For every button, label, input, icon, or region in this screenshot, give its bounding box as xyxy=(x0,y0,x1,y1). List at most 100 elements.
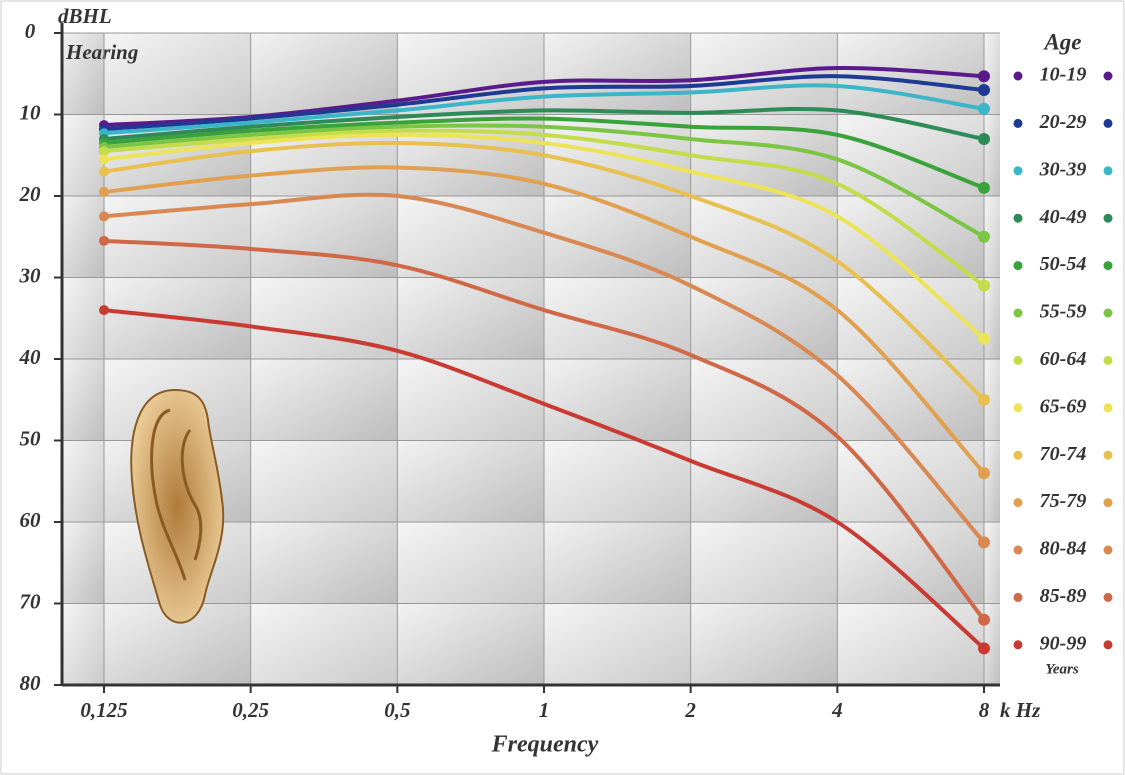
plot-background xyxy=(62,33,1000,685)
legend-dot xyxy=(1013,261,1023,271)
legend-dot xyxy=(1013,640,1023,650)
x-tick-label: 2 xyxy=(684,698,696,722)
endpoint xyxy=(978,467,990,480)
y-axis-sublabel: Hearing xyxy=(65,40,138,64)
series-line xyxy=(102,192,986,545)
endpoint xyxy=(978,70,990,83)
y-axis-label: dBHL xyxy=(58,4,112,28)
grid-tile xyxy=(62,522,104,604)
legend-dot xyxy=(1103,498,1113,508)
legend-dot xyxy=(1013,308,1023,318)
x-axis-label: Frequency xyxy=(491,732,599,758)
endpoint xyxy=(99,154,109,165)
y-tick-label: 10 xyxy=(20,100,42,124)
grid-tile xyxy=(984,440,1000,522)
endpoint xyxy=(978,332,990,345)
legend-label: 20-29 xyxy=(1039,111,1087,133)
legend-dot xyxy=(1103,118,1113,128)
series-line xyxy=(102,165,986,476)
legend-label: 30-39 xyxy=(1039,158,1087,180)
legend-label: 10-19 xyxy=(1040,64,1087,86)
endpoint xyxy=(99,305,109,316)
legend-dot xyxy=(1013,166,1023,176)
endpoint xyxy=(978,181,990,194)
series-line xyxy=(102,83,986,136)
legend-label: 85-89 xyxy=(1040,585,1087,607)
grid-tile xyxy=(544,196,691,278)
endpoint xyxy=(978,84,990,97)
grid-tile xyxy=(62,440,104,522)
endpoint xyxy=(99,211,109,222)
grid-tile xyxy=(250,603,398,685)
legend-label: 70-74 xyxy=(1040,443,1087,465)
y-tick-label: 0 xyxy=(25,19,36,43)
grid-tile xyxy=(62,33,104,115)
x-tick-label: 1 xyxy=(539,698,550,722)
legend-dot xyxy=(1013,450,1023,460)
legend-title: Age xyxy=(1042,29,1081,54)
grid-tile xyxy=(62,359,104,441)
grid-tile xyxy=(62,277,104,359)
grid-tile xyxy=(837,359,984,441)
legend-label: 55-59 xyxy=(1040,301,1087,323)
grid-tile xyxy=(62,114,104,196)
grid-tile xyxy=(837,114,984,196)
grid-tile xyxy=(397,603,544,685)
legend-label: 75-79 xyxy=(1040,490,1087,512)
endpoint xyxy=(978,536,990,549)
series-line xyxy=(102,128,986,288)
legend-dot xyxy=(1013,118,1023,128)
grid-tile xyxy=(690,196,838,278)
legend-dot xyxy=(1013,592,1023,602)
grid-tile xyxy=(984,359,1000,441)
grid-tile xyxy=(544,33,691,115)
legend-dot xyxy=(1103,166,1113,176)
legend-dot xyxy=(1103,213,1113,223)
endpoint xyxy=(99,235,109,246)
series-line xyxy=(102,74,986,132)
grid-tile xyxy=(397,522,544,604)
y-tick-label: 40 xyxy=(19,345,42,369)
endpoint xyxy=(978,230,990,243)
series-line xyxy=(102,238,986,622)
grid-tile xyxy=(984,522,1000,604)
legend-dot xyxy=(1013,71,1023,81)
grid-tile xyxy=(544,359,691,441)
legend-dot xyxy=(1103,450,1113,460)
grid-tile xyxy=(250,359,398,441)
grid-tile xyxy=(397,196,544,278)
y-tick-label: 80 xyxy=(20,671,42,695)
endpoint xyxy=(99,146,109,157)
legend-dot xyxy=(1103,640,1113,650)
legend-dot xyxy=(1013,355,1023,365)
y-tick-label: 20 xyxy=(19,182,42,206)
x-axis-unit: k Hz xyxy=(1000,698,1041,722)
legend-dot xyxy=(1013,403,1023,413)
grid-tile xyxy=(397,440,544,522)
series-line xyxy=(102,106,986,141)
legend-dot xyxy=(1103,261,1113,271)
endpoint xyxy=(978,393,990,406)
endpoint xyxy=(978,279,990,292)
endpoint xyxy=(99,186,109,197)
series-line xyxy=(102,308,986,651)
legend-dot xyxy=(1103,355,1113,365)
x-tick-label: 8 xyxy=(979,698,990,722)
legend-label: 80-84 xyxy=(1040,538,1087,560)
legend-label: 50-54 xyxy=(1040,253,1087,275)
grid-tile xyxy=(397,359,544,441)
grid-tile xyxy=(837,603,984,685)
legend-dot xyxy=(1103,403,1113,413)
grid-tile xyxy=(544,522,691,604)
series-line xyxy=(102,132,986,341)
endpoint xyxy=(99,166,109,177)
grid-tile xyxy=(104,33,251,115)
legend-label: 60-64 xyxy=(1040,348,1087,370)
legend-dot xyxy=(1013,545,1023,555)
grid-tile xyxy=(250,33,398,115)
grid-tile xyxy=(544,603,691,685)
series-line xyxy=(102,116,986,190)
y-tick-label: 60 xyxy=(20,508,42,532)
grid-tile xyxy=(250,440,398,522)
